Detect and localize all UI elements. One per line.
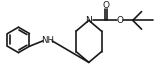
Text: N: N (85, 16, 92, 25)
Text: O: O (117, 16, 124, 25)
Text: O: O (103, 1, 110, 10)
Text: NH: NH (41, 36, 54, 45)
